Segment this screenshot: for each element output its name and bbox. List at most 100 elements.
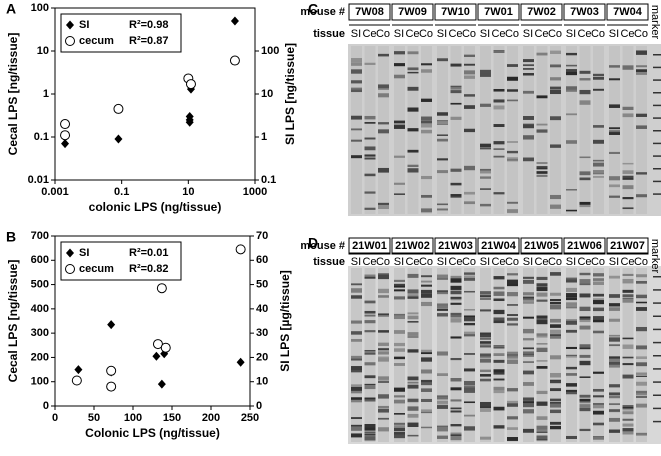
mouse-box — [348, 3, 391, 21]
band — [622, 405, 634, 407]
band — [407, 434, 419, 437]
band — [609, 361, 620, 365]
band — [493, 124, 505, 127]
lane — [566, 46, 577, 214]
mouse-label: mouse # — [300, 6, 345, 18]
band — [450, 85, 462, 88]
band — [636, 50, 647, 55]
band — [464, 70, 475, 75]
tissue-id: Co — [634, 28, 648, 40]
band — [579, 347, 591, 350]
band — [550, 425, 561, 430]
band — [550, 204, 561, 209]
y2-tick-label: 30 — [256, 327, 268, 339]
band — [550, 403, 561, 408]
tissue-id: SI — [480, 28, 490, 40]
band — [566, 209, 577, 212]
y-tick-label: 400 — [31, 303, 49, 315]
marker-band — [653, 355, 661, 357]
tissue-id: Co — [462, 28, 476, 40]
band — [507, 351, 518, 355]
tissue-id: Ce — [405, 256, 419, 268]
legend-stat: R²=0.82 — [129, 263, 168, 275]
legend-label: cecum — [79, 35, 114, 47]
band — [566, 293, 577, 297]
band — [579, 293, 591, 297]
lane — [421, 268, 432, 442]
band — [636, 280, 647, 284]
marker-band — [653, 180, 661, 183]
band — [593, 410, 604, 415]
band — [636, 301, 647, 304]
band — [566, 277, 577, 280]
band — [394, 74, 405, 79]
band — [622, 337, 634, 340]
band — [593, 307, 604, 312]
band — [609, 417, 620, 422]
y-tick-label: 0.1 — [34, 131, 49, 143]
band — [579, 306, 591, 312]
band — [437, 58, 448, 62]
band — [507, 388, 518, 392]
band — [536, 171, 548, 174]
band — [536, 52, 548, 56]
band — [507, 427, 518, 430]
band — [421, 352, 432, 355]
diamond-point — [114, 134, 123, 144]
band — [550, 398, 561, 402]
band — [609, 130, 620, 133]
tissue-id: Ce — [534, 256, 548, 268]
y-tick-label: 100 — [31, 376, 49, 388]
band — [550, 301, 561, 305]
tissue-id: SI — [394, 28, 404, 40]
band — [622, 106, 634, 110]
band — [378, 376, 389, 380]
band — [579, 398, 591, 402]
band — [593, 293, 604, 297]
band — [566, 366, 577, 370]
band — [480, 176, 491, 179]
band — [622, 428, 634, 433]
band — [550, 329, 561, 334]
band — [351, 398, 362, 403]
band — [450, 63, 462, 67]
band — [378, 87, 389, 90]
band — [609, 127, 620, 130]
lane — [394, 46, 405, 214]
tissue-id: SI — [437, 28, 447, 40]
band — [550, 324, 561, 328]
band — [622, 197, 634, 200]
mouse-id: 7W03 — [570, 6, 599, 18]
band — [593, 422, 604, 426]
band — [450, 399, 462, 402]
y-tick-label: 500 — [31, 278, 49, 290]
band — [550, 86, 561, 90]
band — [550, 318, 561, 323]
band — [394, 431, 405, 437]
circle-point — [160, 342, 171, 353]
mouse-id: 21W06 — [567, 240, 602, 252]
band — [523, 397, 534, 401]
band — [378, 295, 389, 298]
band — [351, 89, 362, 93]
band — [523, 124, 534, 129]
band — [480, 378, 491, 382]
band — [351, 331, 362, 335]
band — [579, 201, 591, 205]
band — [437, 400, 448, 403]
band — [480, 143, 491, 148]
mouse-box — [563, 3, 606, 21]
band — [593, 278, 604, 281]
band — [378, 84, 389, 88]
band — [507, 64, 518, 67]
band — [579, 428, 591, 432]
band — [437, 405, 448, 409]
band — [450, 102, 462, 105]
band — [351, 283, 362, 286]
band — [536, 320, 548, 325]
band — [351, 368, 362, 373]
lane — [609, 46, 620, 214]
band — [523, 135, 534, 140]
band — [609, 334, 620, 337]
band — [507, 314, 518, 316]
